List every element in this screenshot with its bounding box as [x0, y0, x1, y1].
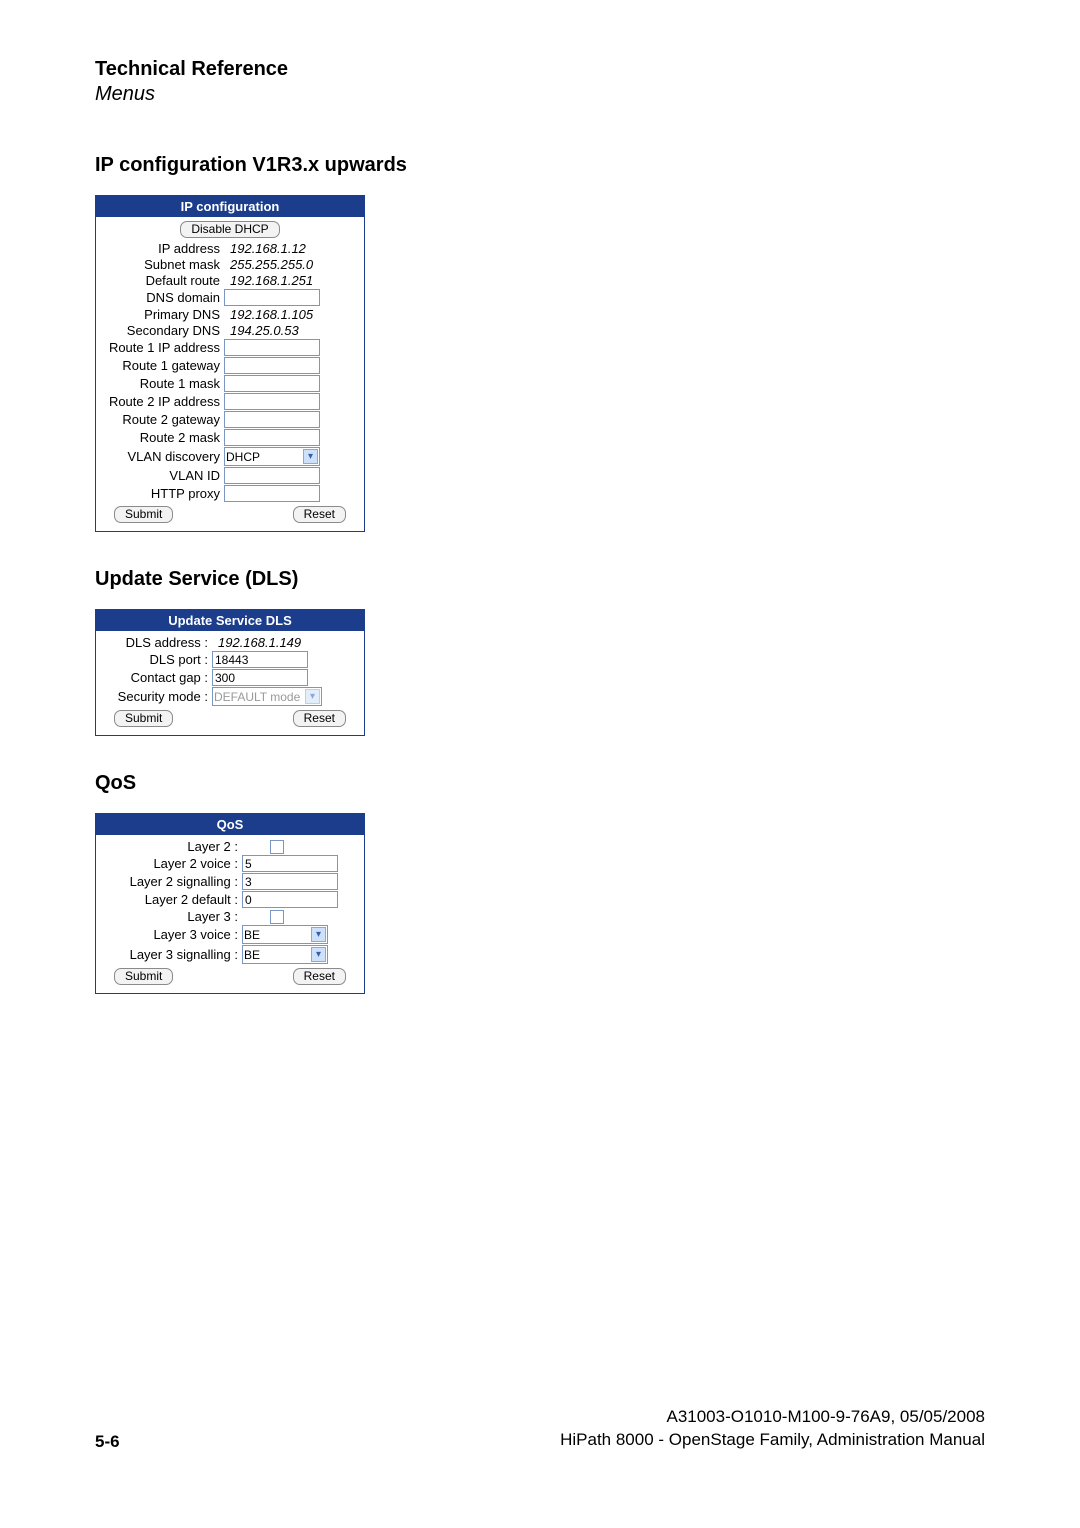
subnet-mask-value: 255.255.255.0: [224, 257, 313, 272]
contact-gap-input[interactable]: [212, 669, 308, 686]
layer2-checkbox[interactable]: [270, 840, 284, 854]
route2-gw-input[interactable]: [224, 411, 320, 428]
route1-gw-input[interactable]: [224, 357, 320, 374]
page-footer: 5-6 A31003-O1010-M100-9-76A9, 05/05/2008…: [95, 1406, 985, 1452]
dls-address-value: 192.168.1.149: [212, 635, 301, 650]
subnet-mask-label: Subnet mask: [102, 257, 224, 272]
http-proxy-input[interactable]: [224, 485, 320, 502]
ip-address-label: IP address: [102, 241, 224, 256]
ip-address-value: 192.168.1.12: [224, 241, 306, 256]
page-subtitle: Menus: [95, 83, 985, 106]
qos-reset-button[interactable]: Reset: [293, 968, 346, 985]
qos-submit-button[interactable]: Submit: [114, 968, 173, 985]
vlan-discovery-select[interactable]: DHCP ▾: [224, 447, 320, 466]
section-dls-title: Update Service (DLS): [95, 568, 985, 591]
dls-port-label: DLS port :: [102, 652, 212, 667]
ip-config-panel: IP configuration Disable DHCP IP address…: [95, 195, 365, 532]
ip-config-panel-header: IP configuration: [96, 196, 364, 217]
dns-domain-input[interactable]: [224, 289, 320, 306]
route1-mask-input[interactable]: [224, 375, 320, 392]
layer3-voice-select[interactable]: BE ▾: [242, 925, 328, 944]
layer3-signalling-select[interactable]: BE ▾: [242, 945, 328, 964]
contact-gap-label: Contact gap :: [102, 670, 212, 685]
ip-reset-button[interactable]: Reset: [293, 506, 346, 523]
route2-gw-label: Route 2 gateway: [102, 412, 224, 427]
secondary-dns-value: 194.25.0.53: [224, 323, 299, 338]
chevron-down-icon: ▾: [303, 449, 318, 464]
default-route-label: Default route: [102, 273, 224, 288]
dns-domain-label: DNS domain: [102, 290, 224, 305]
route1-ip-input[interactable]: [224, 339, 320, 356]
security-mode-select: DEFAULT mode ▾: [212, 687, 322, 706]
page-number: 5-6: [95, 1432, 120, 1452]
route2-ip-label: Route 2 IP address: [102, 394, 224, 409]
layer2-voice-input[interactable]: [242, 855, 338, 872]
layer2-default-label: Layer 2 default :: [102, 892, 242, 907]
route1-ip-label: Route 1 IP address: [102, 340, 224, 355]
layer2-voice-label: Layer 2 voice :: [102, 856, 242, 871]
qos-panel: QoS Layer 2 : Layer 2 voice : Layer 2 si…: [95, 813, 365, 994]
dls-panel-header: Update Service DLS: [96, 610, 364, 631]
ip-submit-button[interactable]: Submit: [114, 506, 173, 523]
route2-mask-label: Route 2 mask: [102, 430, 224, 445]
layer3-voice-value: BE: [244, 928, 260, 942]
route1-gw-label: Route 1 gateway: [102, 358, 224, 373]
vlan-id-label: VLAN ID: [102, 468, 224, 483]
primary-dns-label: Primary DNS: [102, 307, 224, 322]
layer3-signalling-value: BE: [244, 948, 260, 962]
secondary-dns-label: Secondary DNS: [102, 323, 224, 338]
route2-mask-input[interactable]: [224, 429, 320, 446]
http-proxy-label: HTTP proxy: [102, 486, 224, 501]
layer2-signalling-input[interactable]: [242, 873, 338, 890]
qos-panel-header: QoS: [96, 814, 364, 835]
chevron-down-icon: ▾: [311, 927, 326, 942]
section-qos-title: QoS: [95, 772, 985, 795]
dls-submit-button[interactable]: Submit: [114, 710, 173, 727]
layer3-label: Layer 3 :: [102, 909, 242, 924]
layer2-signalling-label: Layer 2 signalling :: [102, 874, 242, 889]
layer2-label: Layer 2 :: [102, 839, 242, 854]
dls-port-input[interactable]: [212, 651, 308, 668]
vlan-discovery-label: VLAN discovery: [102, 449, 224, 464]
chevron-down-icon: ▾: [311, 947, 326, 962]
dls-address-label: DLS address :: [102, 635, 212, 650]
dls-reset-button[interactable]: Reset: [293, 710, 346, 727]
section-ip-config-title: IP configuration V1R3.x upwards: [95, 154, 985, 177]
layer3-signalling-label: Layer 3 signalling :: [102, 947, 242, 962]
route2-ip-input[interactable]: [224, 393, 320, 410]
disable-dhcp-button[interactable]: Disable DHCP: [180, 221, 279, 238]
page-title: Technical Reference: [95, 58, 985, 81]
dls-panel: Update Service DLS DLS address :192.168.…: [95, 609, 365, 736]
primary-dns-value: 192.168.1.105: [224, 307, 313, 322]
route1-mask-label: Route 1 mask: [102, 376, 224, 391]
security-mode-label: Security mode :: [102, 689, 212, 704]
doc-id: A31003-O1010-M100-9-76A9, 05/05/2008: [560, 1406, 985, 1429]
vlan-id-input[interactable]: [224, 467, 320, 484]
layer2-default-input[interactable]: [242, 891, 338, 908]
doc-title: HiPath 8000 - OpenStage Family, Administ…: [560, 1429, 985, 1452]
vlan-discovery-value: DHCP: [226, 450, 260, 464]
default-route-value: 192.168.1.251: [224, 273, 313, 288]
layer3-checkbox[interactable]: [270, 910, 284, 924]
layer3-voice-label: Layer 3 voice :: [102, 927, 242, 942]
chevron-down-icon: ▾: [305, 689, 320, 704]
security-mode-value: DEFAULT mode: [214, 690, 300, 704]
